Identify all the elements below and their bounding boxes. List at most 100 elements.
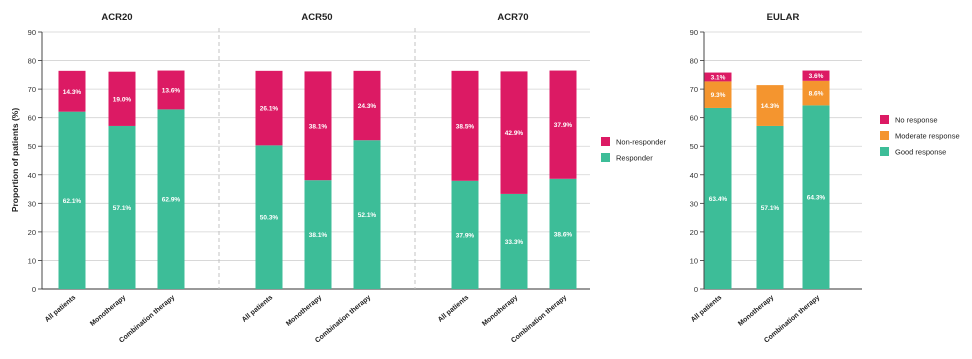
- data-label: 62.1%: [63, 198, 82, 205]
- legend-swatch: [880, 131, 889, 140]
- data-label: 19.0%: [113, 96, 132, 103]
- bar-segment: [304, 180, 332, 289]
- x-tick-label: All patients: [241, 294, 274, 324]
- bar-segment: [157, 70, 185, 110]
- bar-segment: [255, 145, 283, 289]
- y-tick-label: 80: [28, 57, 36, 66]
- bar-segment: [756, 125, 784, 289]
- y-axis-label: Proportion of patients (%): [10, 108, 20, 213]
- bar-segment: [451, 180, 479, 289]
- data-label: 14.3%: [63, 89, 82, 96]
- y-tick-label: 30: [690, 199, 698, 208]
- bar-segment: [802, 80, 830, 106]
- bar-segment: [802, 105, 830, 289]
- chart-title: ACR50: [301, 12, 332, 23]
- legend-label: No response: [895, 116, 938, 125]
- x-tick-label: Combination therapy: [314, 294, 372, 344]
- legend-swatch: [880, 115, 889, 124]
- y-tick-label: 50: [690, 142, 698, 151]
- legend-label: Moderate response: [895, 132, 960, 141]
- data-label: 3.1%: [711, 74, 726, 81]
- y-tick-label: 50: [28, 142, 36, 151]
- bar-segment: [255, 70, 283, 146]
- chart-title: ACR70: [497, 12, 528, 23]
- x-tick-label: Monotherapy: [285, 294, 323, 328]
- data-label: 38.1%: [309, 123, 328, 130]
- bar-segment: [549, 178, 577, 289]
- legend-label: Responder: [616, 154, 653, 163]
- y-tick-label: 70: [690, 85, 698, 94]
- x-tick-label: All patients: [690, 294, 723, 324]
- data-label: 62.9%: [162, 197, 181, 204]
- bar-segment: [108, 71, 136, 126]
- y-tick-label: 80: [690, 57, 698, 66]
- x-tick-label: Combination therapy: [510, 294, 568, 344]
- data-label: 38.1%: [309, 232, 328, 239]
- x-tick-label: All patients: [437, 294, 470, 324]
- bar-segment: [756, 85, 784, 126]
- data-label: 9.3%: [711, 92, 726, 99]
- x-tick-label: Monotherapy: [737, 294, 775, 328]
- y-tick-label: 0: [32, 285, 36, 294]
- y-tick-label: 40: [690, 171, 698, 180]
- data-label: 37.9%: [554, 122, 573, 129]
- bar-segment: [549, 70, 577, 179]
- x-tick-label: Monotherapy: [481, 294, 519, 328]
- x-tick-label: All patients: [44, 294, 77, 324]
- data-label: 50.3%: [260, 215, 279, 222]
- bar-segment: [451, 70, 479, 181]
- y-tick-label: 60: [28, 114, 36, 123]
- bar-segment: [108, 125, 136, 289]
- legend-label: Good response: [895, 148, 946, 157]
- data-label: 3.6%: [809, 73, 824, 80]
- legend-label: Non-responder: [616, 138, 667, 147]
- y-tick-label: 90: [28, 28, 36, 37]
- x-tick-label: Monotherapy: [89, 294, 127, 328]
- data-label: 57.1%: [113, 205, 132, 212]
- data-label: 64.3%: [807, 195, 826, 202]
- data-label: 57.1%: [761, 205, 780, 212]
- y-tick-label: 20: [690, 228, 698, 237]
- legend-swatch: [601, 137, 610, 146]
- data-label: 13.6%: [162, 87, 181, 94]
- data-label: 8.6%: [809, 91, 824, 98]
- eular-chart-panel: 0 10 20 30 40 50 60 70 80 90 EULAR 63.4% 9.3% 3.1% All…: [690, 12, 862, 345]
- bar-segment: [500, 193, 528, 289]
- y-tick-label: 10: [690, 256, 698, 265]
- legend-swatch: [880, 147, 889, 156]
- bar-segment: [58, 70, 86, 112]
- data-label: 24.3%: [358, 103, 377, 110]
- eular-legend: No response Moderate response Good respons…: [880, 115, 960, 157]
- chart-title: ACR20: [101, 12, 132, 23]
- bar-segment: [353, 140, 381, 289]
- y-tick-label: 20: [28, 228, 36, 237]
- legend-swatch: [601, 153, 610, 162]
- y-tick-label: 10: [28, 256, 36, 265]
- acr-legend: Non-responder Responder: [601, 137, 667, 163]
- acr-chart-panel: 0 10 20 30 40 50 60 70 80 90 ACR20 62.1% 14.3% All pa…: [28, 12, 590, 345]
- y-tick-label: 60: [690, 114, 698, 123]
- data-label: 26.1%: [260, 106, 279, 113]
- data-label: 52.1%: [358, 212, 377, 219]
- y-tick-label: 70: [28, 85, 36, 94]
- y-tick-label: 0: [694, 285, 698, 294]
- data-label: 38.5%: [456, 123, 475, 130]
- y-tick-label: 90: [690, 28, 698, 37]
- data-label: 38.6%: [554, 231, 573, 238]
- data-label: 37.9%: [456, 232, 475, 239]
- bar-segment: [704, 72, 732, 82]
- data-label: 33.3%: [505, 239, 524, 246]
- data-label: 14.3%: [761, 103, 780, 110]
- bar-segment: [58, 111, 86, 289]
- data-label: 63.4%: [709, 196, 728, 203]
- bar-segment: [157, 109, 185, 289]
- bar-segment: [500, 71, 528, 194]
- data-label: 42.9%: [505, 130, 524, 137]
- bar-segment: [353, 70, 381, 141]
- x-tick-label: Combination therapy: [118, 294, 176, 344]
- bar-segment: [704, 81, 732, 108]
- y-tick-label: 40: [28, 171, 36, 180]
- bar-segment: [304, 71, 332, 181]
- y-tick-label: 30: [28, 199, 36, 208]
